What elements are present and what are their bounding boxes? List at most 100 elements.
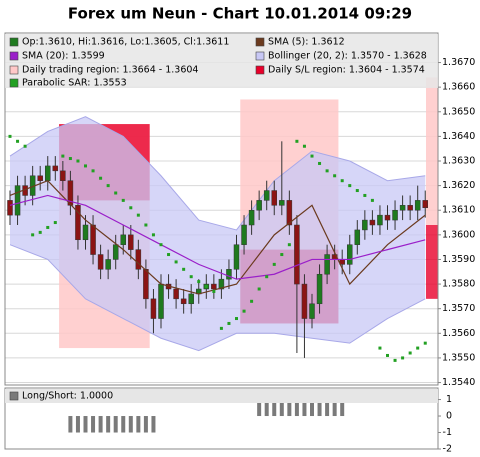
bar — [257, 399, 262, 417]
legend-label: Long/Short: 1.0000 — [22, 391, 113, 402]
sar-dot — [159, 243, 163, 247]
legend-swatch — [9, 51, 19, 61]
candle-body — [301, 283, 308, 319]
candle-body — [7, 200, 13, 216]
sar-dot — [242, 309, 246, 313]
y-tick-label: 1.3670 — [442, 57, 475, 68]
legend-swatch — [255, 65, 265, 75]
legend-label: Daily trading region: 1.3664 - 1.3604 — [22, 65, 198, 76]
candle-body — [112, 244, 119, 260]
sar-dot — [401, 356, 405, 360]
chart-title: Forex um Neun - Chart 10.01.2014 09:29 — [68, 5, 412, 23]
candle-body — [377, 214, 383, 226]
sar-dot — [302, 144, 306, 148]
sma-line — [9, 179, 426, 295]
sar-dot — [280, 253, 284, 257]
bar — [310, 399, 314, 417]
sar-dot — [348, 184, 352, 188]
candle-body — [263, 190, 270, 201]
legend-swatch — [255, 51, 265, 61]
candle-body — [392, 209, 398, 221]
sar-dot — [61, 154, 65, 158]
candle-body — [294, 224, 300, 285]
bar — [98, 416, 103, 433]
sar-dot — [257, 287, 261, 291]
candle-body — [211, 283, 217, 290]
candle-body — [248, 209, 255, 226]
sar-dot — [333, 174, 337, 178]
candle-body — [143, 269, 149, 300]
candle-body — [67, 180, 74, 206]
candle-body — [97, 254, 104, 270]
sar-dot — [151, 233, 155, 237]
sar-dot — [310, 154, 314, 158]
y-tick-label: 1.3660 — [442, 82, 475, 93]
bar — [302, 399, 307, 417]
legend-swatch — [255, 37, 265, 47]
sar-dot — [197, 280, 201, 284]
sar-dot — [265, 275, 269, 279]
candle-body — [90, 224, 96, 255]
sar-dot — [235, 317, 238, 321]
sar-dot — [167, 253, 171, 257]
lower-plot — [68, 399, 345, 433]
sar-dot — [423, 341, 427, 345]
sar-dot — [325, 169, 329, 173]
candle-body — [105, 259, 111, 270]
sar-dot — [129, 206, 133, 210]
y-tick-label: -1 — [443, 427, 452, 438]
y-tick-label: 1.3610 — [442, 205, 475, 216]
sar-dot — [114, 191, 118, 195]
y-tick-label: -2 — [443, 444, 452, 455]
legend-swatch — [9, 78, 19, 88]
legend-label: Bollinger (20, 2): 1.3570 - 1.3628 — [268, 51, 427, 62]
sar-dot — [189, 275, 193, 279]
main-frame — [4, 32, 439, 386]
candle-body — [354, 229, 361, 245]
sar-dot — [182, 267, 186, 271]
sar-dot — [53, 221, 57, 225]
sar-dot — [16, 139, 20, 143]
legend-swatch — [9, 65, 19, 75]
bar — [279, 399, 284, 417]
sar-dot — [355, 189, 359, 193]
y-tick-label: 1.3650 — [442, 106, 475, 117]
candle-body — [120, 234, 126, 245]
candle-body — [369, 219, 376, 226]
bar — [143, 416, 148, 433]
legend-label: SMA (5): 1.3612 — [268, 37, 345, 48]
bollinger-line — [9, 116, 426, 231]
candle-body — [60, 170, 66, 181]
bar — [75, 416, 80, 433]
sar-dot — [76, 159, 80, 163]
main-plot — [5, 62, 438, 384]
candle-body — [309, 303, 315, 319]
bar — [294, 399, 299, 417]
y-tick-label: 1.3640 — [442, 131, 475, 142]
candle-body — [188, 293, 194, 305]
candle-body — [241, 224, 247, 245]
sar-dot — [91, 169, 95, 173]
candle-body — [150, 298, 157, 319]
bar — [136, 416, 141, 433]
sar-dot — [408, 351, 412, 355]
candle-body — [180, 298, 187, 305]
candle-body — [173, 288, 179, 300]
y-tick-label: 1 — [446, 394, 452, 405]
y-tick-label: 1.3590 — [442, 254, 475, 265]
candle-body — [316, 273, 323, 305]
sar-dot — [416, 346, 420, 350]
legend-label: SMA (20): 1.3599 — [22, 51, 105, 62]
y-tick-label: 1.3570 — [442, 303, 475, 314]
sar-dot — [121, 198, 125, 202]
sar-dot — [99, 176, 103, 180]
candle-body — [407, 205, 413, 211]
bar — [151, 416, 156, 433]
sar-dot — [144, 223, 148, 227]
candle-body — [14, 185, 21, 216]
sar-dot — [106, 184, 110, 188]
y-tick-label: 1.3630 — [442, 156, 475, 167]
y-tick-label: 1.3540 — [442, 377, 475, 388]
y-tick-label: 1.3560 — [442, 328, 475, 339]
candle-body — [347, 244, 353, 265]
